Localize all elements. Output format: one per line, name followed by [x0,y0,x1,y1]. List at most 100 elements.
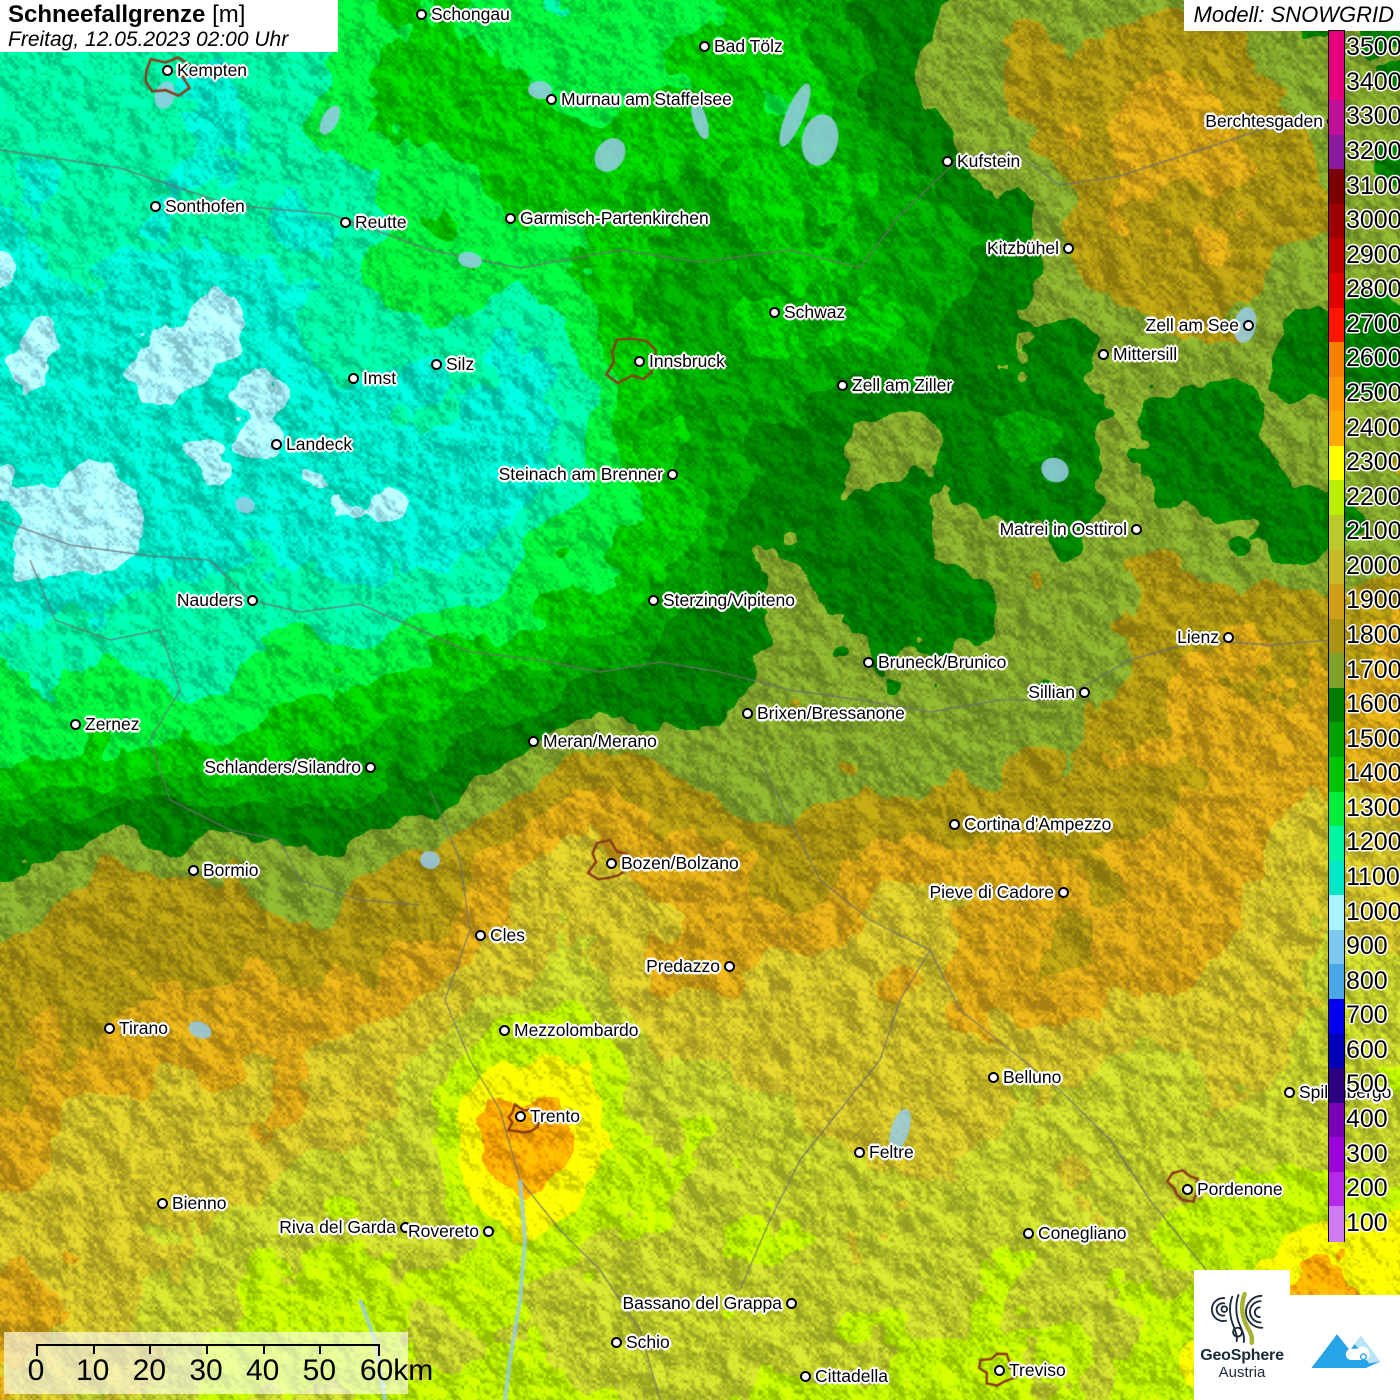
city-dot-icon [483,1225,494,1237]
city-dot-icon [854,1146,865,1158]
city-marker-mittersill[interactable]: Mittersill [1098,345,1177,363]
city-marker-schio[interactable]: Schio [611,1333,670,1351]
city-marker-spilimbergo[interactable]: Spilimbergo [1284,1083,1391,1101]
city-marker-treviso[interactable]: Treviso [994,1361,1066,1379]
city-marker-sillian[interactable]: Sillian [1028,683,1090,701]
city-marker-schongau[interactable]: Schongau [416,5,510,23]
city-marker-nauders[interactable]: Nauders [177,591,258,609]
city-label: Murnau am Staffelsee [561,89,732,109]
snowgrid-logo[interactable] [1290,1295,1400,1400]
city-dot-icon [157,1197,168,1209]
scale-label-4: 40 [245,1354,280,1387]
city-dot-icon [505,212,516,224]
scale-tick [149,1344,152,1354]
city-marker-bad-t-lz[interactable]: Bad Tölz [699,37,783,55]
city-marker-matrei-in-osttirol[interactable]: Matrei in Osttirol [1000,520,1142,538]
city-dot-icon [475,929,486,941]
colorbar-tick-3300: 3300 [1346,102,1400,131]
city-marker-pordenone[interactable]: Pordenone [1182,1180,1283,1198]
city-label: Bormio [203,860,259,880]
city-label: Pordenone [1197,1179,1283,1199]
city-marker-berchtesgaden[interactable]: Berchtesgaden [1205,112,1338,130]
colorbar-band [1329,31,1344,67]
city-marker-silz[interactable]: Silz [431,355,474,373]
city-marker-reutte[interactable]: Reutte [340,213,407,231]
city-dot-icon [1131,523,1142,535]
city-marker-zernez[interactable]: Zernez [70,715,139,733]
city-marker-predazzo[interactable]: Predazzo [646,957,735,975]
city-dot-icon [546,93,557,105]
city-label: Tirano [119,1018,168,1038]
city-marker-steinach-am-brenner[interactable]: Steinach am Brenner [499,465,678,483]
city-marker-kitzb-hel[interactable]: Kitzbühel [987,239,1074,257]
city-dot-icon [1098,348,1109,360]
city-marker-kufstein[interactable]: Kufstein [942,152,1020,170]
city-marker-belluno[interactable]: Belluno [988,1068,1061,1086]
colorbar-tick-2100: 2100 [1346,517,1400,546]
city-marker-zell-am-ziller[interactable]: Zell am Ziller [837,376,952,394]
city-dot-icon [515,1110,526,1122]
colorbar-band [1329,376,1344,412]
city-marker-murnau-am-staffelsee[interactable]: Murnau am Staffelsee [546,90,732,108]
colorbar-tick-2400: 2400 [1346,413,1400,442]
model-label: Modell: SNOWGRID [1183,0,1400,31]
city-marker-mezzolombardo[interactable]: Mezzolombardo [499,1021,639,1039]
city-label: Cles [490,925,526,945]
city-marker-feltre[interactable]: Feltre [854,1143,914,1161]
colorbar-tick-3100: 3100 [1346,171,1400,200]
city-marker-conegliano[interactable]: Conegliano [1023,1224,1127,1242]
city-marker-zell-am-see[interactable]: Zell am See [1146,316,1254,334]
city-marker-garmisch-partenkirchen[interactable]: Garmisch-Partenkirchen [505,209,709,227]
city-marker-cles[interactable]: Cles [475,926,525,944]
colorbar-band [1329,687,1344,723]
valid-datetime: Freitag, 12.05.2023 02:00 Uhr [8,28,289,51]
city-marker-cittadella[interactable]: Cittadella [800,1367,888,1385]
city-marker-landeck[interactable]: Landeck [271,435,352,453]
city-marker-imst[interactable]: Imst [348,369,396,387]
city-label: Matrei in Osttirol [999,519,1127,539]
colorbar-band [1329,826,1344,862]
city-marker-cortina-d-ampezzo[interactable]: Cortina d'Ampezzo [949,815,1111,833]
city-marker-bienno[interactable]: Bienno [157,1194,227,1212]
colorbar-tick-1700: 1700 [1346,655,1400,684]
colorbar-band [1329,1102,1344,1138]
colorbar-tick-300: 300 [1346,1139,1388,1168]
city-label: Sillian [1028,682,1075,702]
city-label: Feltre [869,1142,914,1162]
colorbar-band [1329,791,1344,827]
city-marker-sonthofen[interactable]: Sonthofen [150,197,245,215]
city-marker-sterzing-vipiteno[interactable]: Sterzing/Vipiteno [648,591,795,609]
city-label: Mittersill [1113,344,1178,364]
scale-bar-line [36,1344,380,1356]
city-dot-icon [365,761,376,773]
city-marker-bormio[interactable]: Bormio [188,861,258,879]
colorbar-band [1329,1068,1344,1104]
city-marker-innsbruck[interactable]: Innsbruck [634,352,725,370]
city-marker-bozen-bolzano[interactable]: Bozen/Bolzano [606,854,739,872]
city-marker-trento[interactable]: Trento [515,1107,580,1125]
city-marker-bassano-del-grappa[interactable]: Bassano del Grappa [622,1294,797,1312]
city-marker-lienz[interactable]: Lienz [1177,628,1234,646]
city-dot-icon [416,8,427,20]
city-marker-schwaz[interactable]: Schwaz [769,303,845,321]
city-label: Schlanders/Silandro [204,757,361,777]
city-marker-bruneck-brunico[interactable]: Bruneck/Brunico [863,653,1006,671]
city-marker-brixen-bressanone[interactable]: Brixen/Bressanone [742,704,905,722]
colorbar-gradient [1328,30,1345,1242]
city-dot-icon [104,1022,115,1034]
city-dot-icon [648,594,659,606]
distance-scale-bar: 0 10 20 30 40 50 60km [4,1332,433,1394]
city-dot-icon [611,1336,622,1348]
colorbar-band [1329,722,1344,758]
city-dot-icon [786,1297,797,1309]
city-marker-meran-merano[interactable]: Meran/Merano [528,732,657,750]
city-label: Bozen/Bolzano [621,853,739,873]
city-marker-riva-del-garda[interactable]: Riva del Garda [279,1218,411,1236]
city-marker-kempten[interactable]: Kempten [162,61,247,79]
geosphere-austria-logo[interactable]: GeoSphere Austria [1194,1270,1290,1400]
city-marker-schlanders-silandro[interactable]: Schlanders/Silandro [204,758,376,776]
city-marker-tirano[interactable]: Tirano [104,1019,168,1037]
city-marker-rovereto[interactable]: Rovereto [408,1222,494,1240]
city-marker-pieve-di-cadore[interactable]: Pieve di Cadore [929,883,1069,901]
